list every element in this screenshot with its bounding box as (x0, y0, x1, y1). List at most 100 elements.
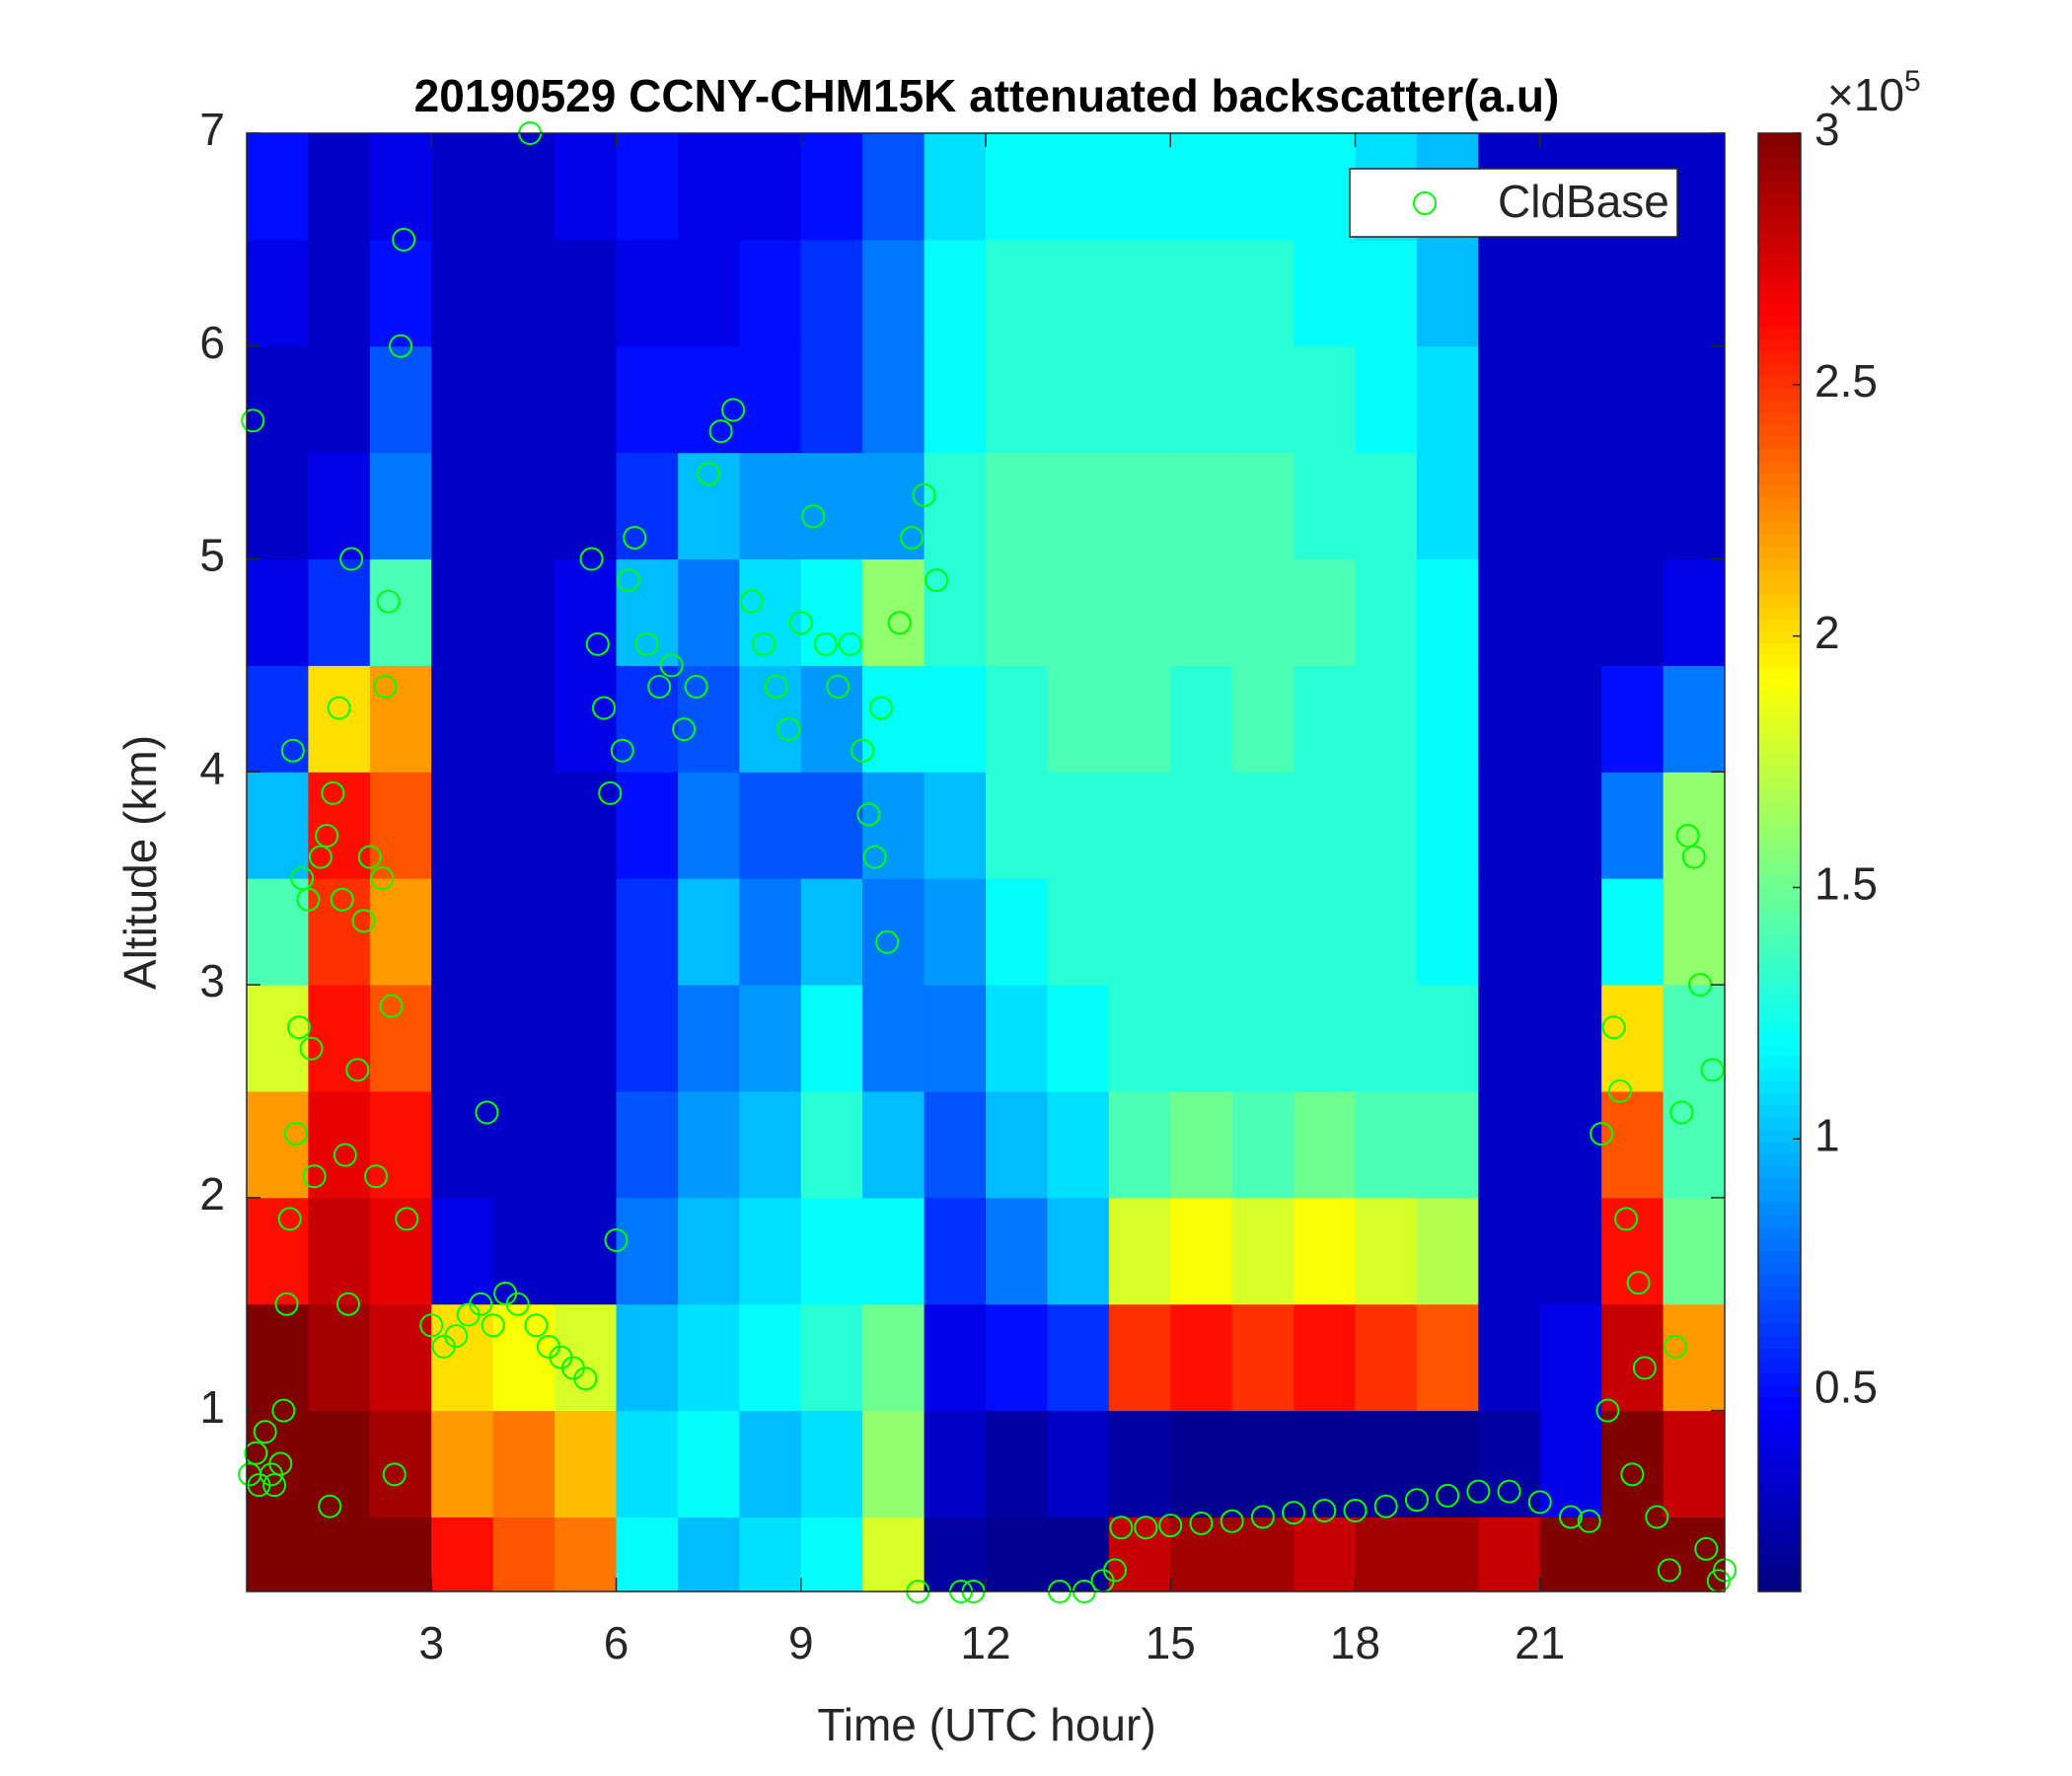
scatter-point (1669, 1100, 1694, 1125)
scatter-point (1700, 1058, 1725, 1082)
heatmap-cell (1108, 772, 1171, 879)
scatter-point (389, 333, 413, 358)
heatmap-cell (862, 1410, 925, 1517)
heatmap-cell (1663, 452, 1726, 560)
colorbar-swatch (1758, 813, 1801, 827)
heatmap-cell (1108, 878, 1171, 986)
colorbar-tick-label: 1 (1814, 1109, 1840, 1160)
heatmap-cell (986, 1303, 1048, 1412)
colorbar-swatch (1758, 182, 1801, 195)
heatmap-cell (1294, 1303, 1356, 1412)
heatmap-cell (1170, 345, 1233, 454)
heatmap-cell (247, 1303, 309, 1412)
scatter-point (481, 1313, 505, 1338)
heatmap-cell (247, 772, 309, 879)
heatmap-cell (986, 772, 1048, 879)
heatmap-cell (616, 772, 679, 879)
heatmap-cell (1601, 665, 1665, 773)
heatmap-cell (924, 1090, 987, 1199)
scatter-point (268, 1451, 293, 1476)
y-tick-label: 4 (199, 742, 225, 793)
colorbar-swatch (1758, 1457, 1801, 1471)
scatter-point (752, 631, 777, 656)
colorbar-swatch (1758, 558, 1801, 571)
scatter-point (739, 589, 764, 614)
scatter-point (283, 1122, 308, 1147)
colorbar-swatch (1758, 157, 1801, 171)
scatter-point (634, 631, 659, 656)
colorbar-swatch (1758, 1542, 1801, 1556)
heatmap-cell (739, 772, 802, 879)
x-tick-label: 18 (1330, 1617, 1380, 1668)
scatter-point (788, 611, 813, 635)
heatmap-cell (616, 1090, 679, 1199)
x-tick-label: 9 (788, 1617, 814, 1668)
scatter-point (318, 1494, 342, 1518)
colorbar-swatch (1758, 911, 1801, 925)
heatmap-cell (1416, 558, 1479, 666)
scatter-point (253, 1420, 277, 1444)
heatmap-cell (986, 558, 1048, 666)
heatmap-cell (616, 1410, 679, 1517)
colorbar-swatch (1758, 1506, 1801, 1519)
colorbar-swatch (1758, 388, 1801, 402)
colorbar-swatch (1758, 619, 1801, 632)
heatmap-cell (1539, 1197, 1602, 1305)
colorbar-swatch (1758, 1433, 1801, 1446)
heatmap-cell (308, 345, 371, 454)
heatmap-cell (1231, 1090, 1295, 1199)
colorbar-swatch (1758, 1409, 1801, 1423)
colorbar-swatch (1758, 133, 1801, 146)
colorbar-swatch (1758, 582, 1801, 596)
heatmap-cell (1601, 558, 1665, 666)
colorbar-swatch (1758, 630, 1801, 644)
heatmap-cell (492, 133, 555, 241)
heatmap-cell (1416, 878, 1479, 986)
colorbar-swatch (1758, 364, 1801, 377)
colorbar-swatch (1758, 315, 1801, 329)
heatmap-cell (739, 452, 802, 560)
heatmap-cell (800, 1197, 863, 1305)
heatmap-cell (431, 133, 494, 241)
heatmap-cell (1478, 985, 1541, 1092)
colorbar-swatch (1758, 1336, 1801, 1350)
heatmap-cell (739, 1090, 802, 1199)
scatter-point (1657, 1558, 1681, 1583)
heatmap-cell (369, 878, 432, 986)
colorbar-swatch (1758, 947, 1801, 961)
heatmap-cell (800, 878, 863, 986)
scatter-point (598, 780, 623, 805)
scatter-point (604, 1227, 629, 1252)
heatmap-cell (369, 345, 432, 454)
colorbar-swatch (1758, 1007, 1801, 1021)
colorbar-swatch (1758, 485, 1801, 499)
heatmap-cell (1663, 239, 1726, 347)
heatmap-cell (677, 1410, 740, 1517)
heatmap-cell (1416, 1090, 1479, 1199)
heatmap-cell (924, 133, 987, 241)
heatmap-cell (739, 1197, 802, 1305)
scatter-point (1614, 1207, 1639, 1231)
scatter-point (345, 1058, 370, 1082)
scatter-point (299, 1036, 324, 1061)
colorbar-swatch (1758, 1142, 1801, 1155)
heatmap-cell (1601, 452, 1665, 560)
colorbar-swatch (1758, 838, 1801, 851)
heatmap-cell (1416, 452, 1479, 560)
colorbar-swatch (1758, 971, 1801, 985)
colorbar-swatch (1758, 1251, 1801, 1265)
heatmap-cell (369, 558, 432, 666)
colorbar-swatch (1758, 266, 1801, 280)
heatmap-cell (247, 239, 309, 347)
colorbar-swatch (1758, 1178, 1801, 1192)
heatmap-cell (1663, 1090, 1726, 1199)
heatmap-cell (1231, 452, 1295, 560)
heatmap-cell (1047, 1197, 1110, 1305)
scatter-point (1632, 1356, 1657, 1380)
heatmap-cell (1478, 772, 1541, 879)
heatmap-cell (1047, 452, 1110, 560)
colorbar-swatch (1758, 169, 1801, 183)
heatmap-cell (1478, 1090, 1541, 1199)
